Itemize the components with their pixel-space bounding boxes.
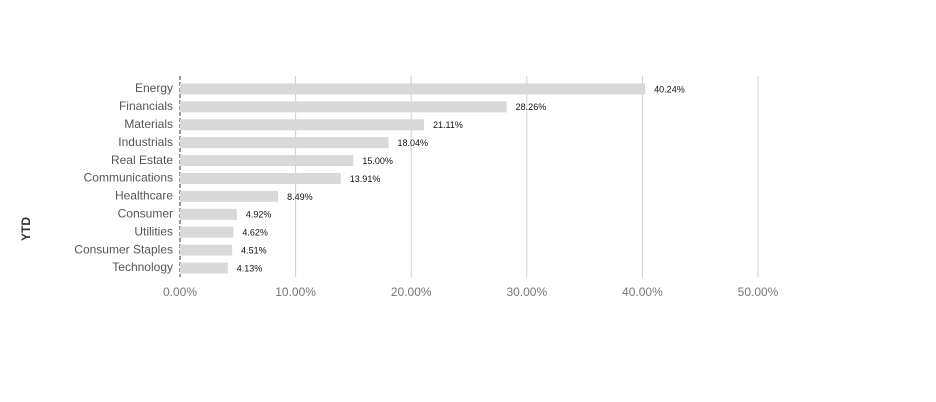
value-label: 28.26% [516,102,547,112]
value-label: 4.62% [242,228,268,238]
y-tick-label: Utilities [134,224,173,238]
y-tick-label: Industrials [118,135,173,149]
bar [180,208,237,220]
value-label: 4.13% [237,263,263,273]
x-tick-label: 30.00% [506,285,547,299]
x-tick-label: 40.00% [622,285,663,299]
bar [180,244,233,256]
y-tick-label: Consumer [118,206,173,220]
y-tick-label: Technology [112,260,173,274]
value-label: 40.24% [654,84,685,94]
y-tick-label: Consumer Staples [74,242,173,256]
value-label: 4.92% [246,210,272,220]
bar [180,155,354,167]
x-tick-label: 10.00% [275,285,316,299]
value-label: 21.11% [433,120,463,130]
x-tick-label: 50.00% [738,285,779,299]
value-label: 8.49% [287,192,313,202]
value-label: 13.91% [350,174,381,184]
bar [180,83,646,95]
y-axis-label: YTD [19,217,33,241]
y-tick-label: Real Estate [111,153,173,167]
bar [180,173,341,184]
bar [180,190,279,202]
value-label: 15.00% [362,156,393,166]
y-tick-label: Materials [124,117,173,131]
x-tick-label: 0.00% [163,285,197,299]
bar [180,137,389,149]
value-label: 4.51% [241,246,267,256]
bar [180,226,234,238]
value-label: 18.04% [398,138,429,148]
y-tick-label: Financials [119,99,173,113]
y-tick-label: Communications [84,171,173,185]
bar [180,262,228,274]
bar [180,119,425,131]
y-tick-label: Healthcare [115,189,173,203]
y-tick-label: Energy [135,81,173,95]
bar [180,101,507,113]
x-tick-label: 20.00% [391,285,432,299]
